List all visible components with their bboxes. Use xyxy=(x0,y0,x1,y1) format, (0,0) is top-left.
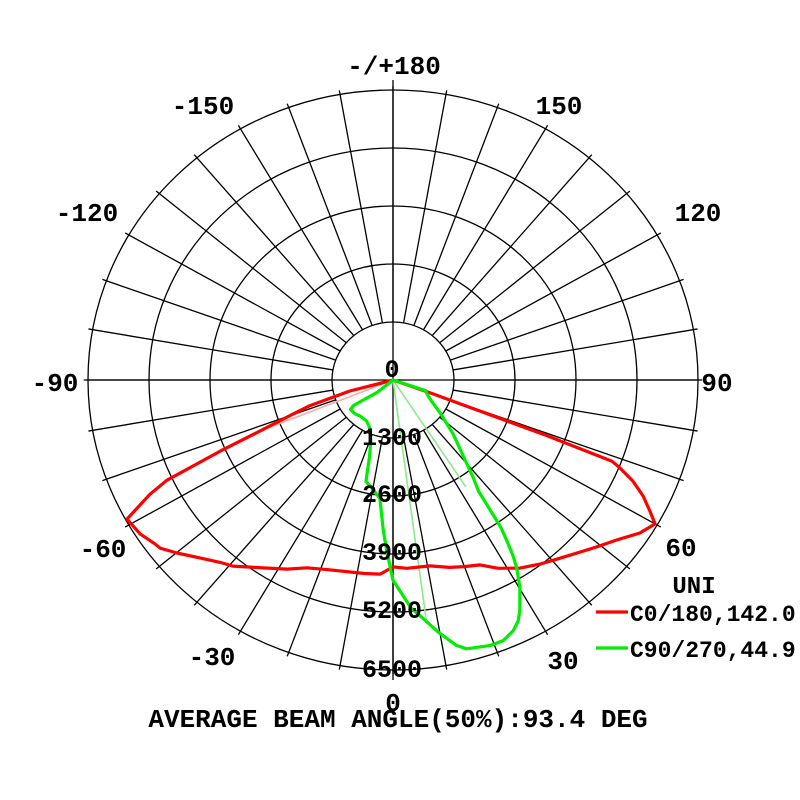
grid-spoke xyxy=(338,90,384,323)
grid-spoke xyxy=(452,389,698,432)
grid-spoke xyxy=(155,190,347,344)
radial-label-3900: 3900 xyxy=(362,539,422,568)
intensity-curves xyxy=(125,378,657,651)
radial-label-1300: 1300 xyxy=(362,424,422,453)
grid-spoke xyxy=(413,103,500,326)
angle-label-90: 90 xyxy=(701,369,732,399)
radial-label-6500: 6500 xyxy=(362,656,422,685)
grid-spoke xyxy=(88,328,334,371)
grid-spoke xyxy=(413,434,500,657)
grid-spoke xyxy=(422,429,549,636)
grid-spoke xyxy=(439,190,631,344)
grid-spoke xyxy=(155,416,347,570)
grid-spoke xyxy=(193,424,355,606)
grid-spoke xyxy=(431,424,593,606)
grid-spoke xyxy=(124,408,341,528)
radial-label-0: 0 xyxy=(384,356,399,385)
angle-label--150: -150 xyxy=(172,92,234,122)
angle-label--30: -30 xyxy=(189,643,236,673)
legend-header: UNI xyxy=(672,574,715,601)
grid-spoke xyxy=(402,437,448,670)
grid-spoke xyxy=(102,278,336,361)
legend: UNI C0/180,142.0 C90/270,44.9 xyxy=(596,574,796,664)
grid-spoke xyxy=(439,416,631,570)
angle-label-180: -/+180 xyxy=(347,52,441,82)
angle-label-120: 120 xyxy=(675,199,722,229)
angle-label-150: 150 xyxy=(536,92,583,122)
curve-c0-180 xyxy=(125,378,657,576)
legend-label-c0-180: C0/180,142.0 xyxy=(630,602,796,628)
angle-label-30: 30 xyxy=(547,647,578,677)
angle-label--60: -60 xyxy=(80,535,127,565)
angle-label--90: -90 xyxy=(32,369,79,399)
angle-label-0: 0 xyxy=(385,689,401,719)
radial-label-2600: 2600 xyxy=(362,481,422,510)
legend-label-c90-270: C90/270,44.9 xyxy=(630,638,796,664)
grid-spoke xyxy=(338,437,384,670)
grid-spoke xyxy=(452,328,698,371)
grid-spoke xyxy=(445,408,662,528)
angle-label--120: -120 xyxy=(56,199,118,229)
grid-spoke xyxy=(402,90,448,323)
curve-c90-270 xyxy=(348,378,522,651)
grid-spoke xyxy=(422,124,549,331)
radial-label-5200: 5200 xyxy=(362,597,422,626)
beam-ray xyxy=(392,379,467,488)
grid-spoke xyxy=(237,124,364,331)
grid-spoke xyxy=(88,389,334,432)
grid-spoke xyxy=(450,278,684,361)
grid-spoke xyxy=(286,434,373,657)
grid-spoke xyxy=(431,154,593,336)
grid-spoke xyxy=(193,154,355,336)
grid-spoke xyxy=(237,429,364,636)
angle-label-60: 60 xyxy=(665,534,696,564)
grid-spoke xyxy=(286,103,373,326)
grid-spoke xyxy=(445,232,662,352)
grid-spoke xyxy=(124,232,341,352)
average-beam-angle-caption: AVERAGE BEAM ANGLE(50%):93.4 DEG xyxy=(148,705,647,735)
beam-ray xyxy=(392,379,428,622)
